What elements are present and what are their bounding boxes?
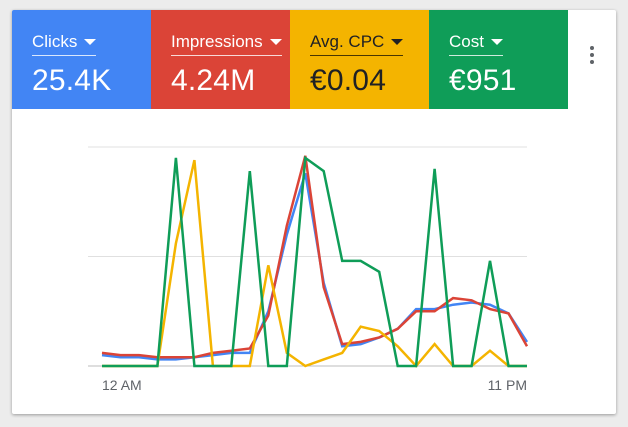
x-tick-label-start: 12 AM	[102, 377, 142, 393]
metric-tile-clicks[interactable]: Clicks 25.4K	[12, 10, 151, 109]
series-line-cost	[102, 155, 527, 368]
caret-down-icon	[269, 39, 282, 45]
x-tick-label-end: 11 PM	[488, 377, 527, 393]
line-chart: 12 AM 11 PM	[88, 146, 529, 393]
metrics-chart-card: Clicks 25.4K Impressions 4.24M Avg. CPC …	[12, 10, 616, 414]
chart-series-lines	[101, 155, 529, 368]
metric-label-clicks[interactable]: Clicks	[32, 32, 97, 56]
chart-x-ticks: 12 AM 11 PM	[102, 377, 527, 393]
series-line-impressions	[101, 155, 529, 359]
metric-value-cost: €951	[449, 64, 517, 97]
metric-tile-cost[interactable]: Cost €951	[429, 10, 568, 109]
metric-label-impressions[interactable]: Impressions	[171, 32, 282, 56]
caret-down-icon	[84, 39, 97, 45]
metric-label-cost[interactable]: Cost	[449, 32, 503, 56]
metric-label-avg-cpc[interactable]: Avg. CPC	[310, 32, 404, 56]
more-vert-icon[interactable]	[580, 40, 604, 70]
metric-tile-avg-cpc[interactable]: Avg. CPC €0.04	[290, 10, 429, 109]
metric-tile-impressions[interactable]: Impressions 4.24M	[151, 10, 290, 109]
metric-value-impressions: 4.24M	[171, 64, 256, 97]
metric-value-avg-cpc: €0.04	[310, 64, 387, 97]
caret-down-icon	[391, 39, 404, 45]
metric-tiles: Clicks 25.4K Impressions 4.24M Avg. CPC …	[12, 10, 568, 109]
caret-down-icon	[490, 39, 503, 45]
metric-value-clicks: 25.4K	[32, 64, 112, 97]
